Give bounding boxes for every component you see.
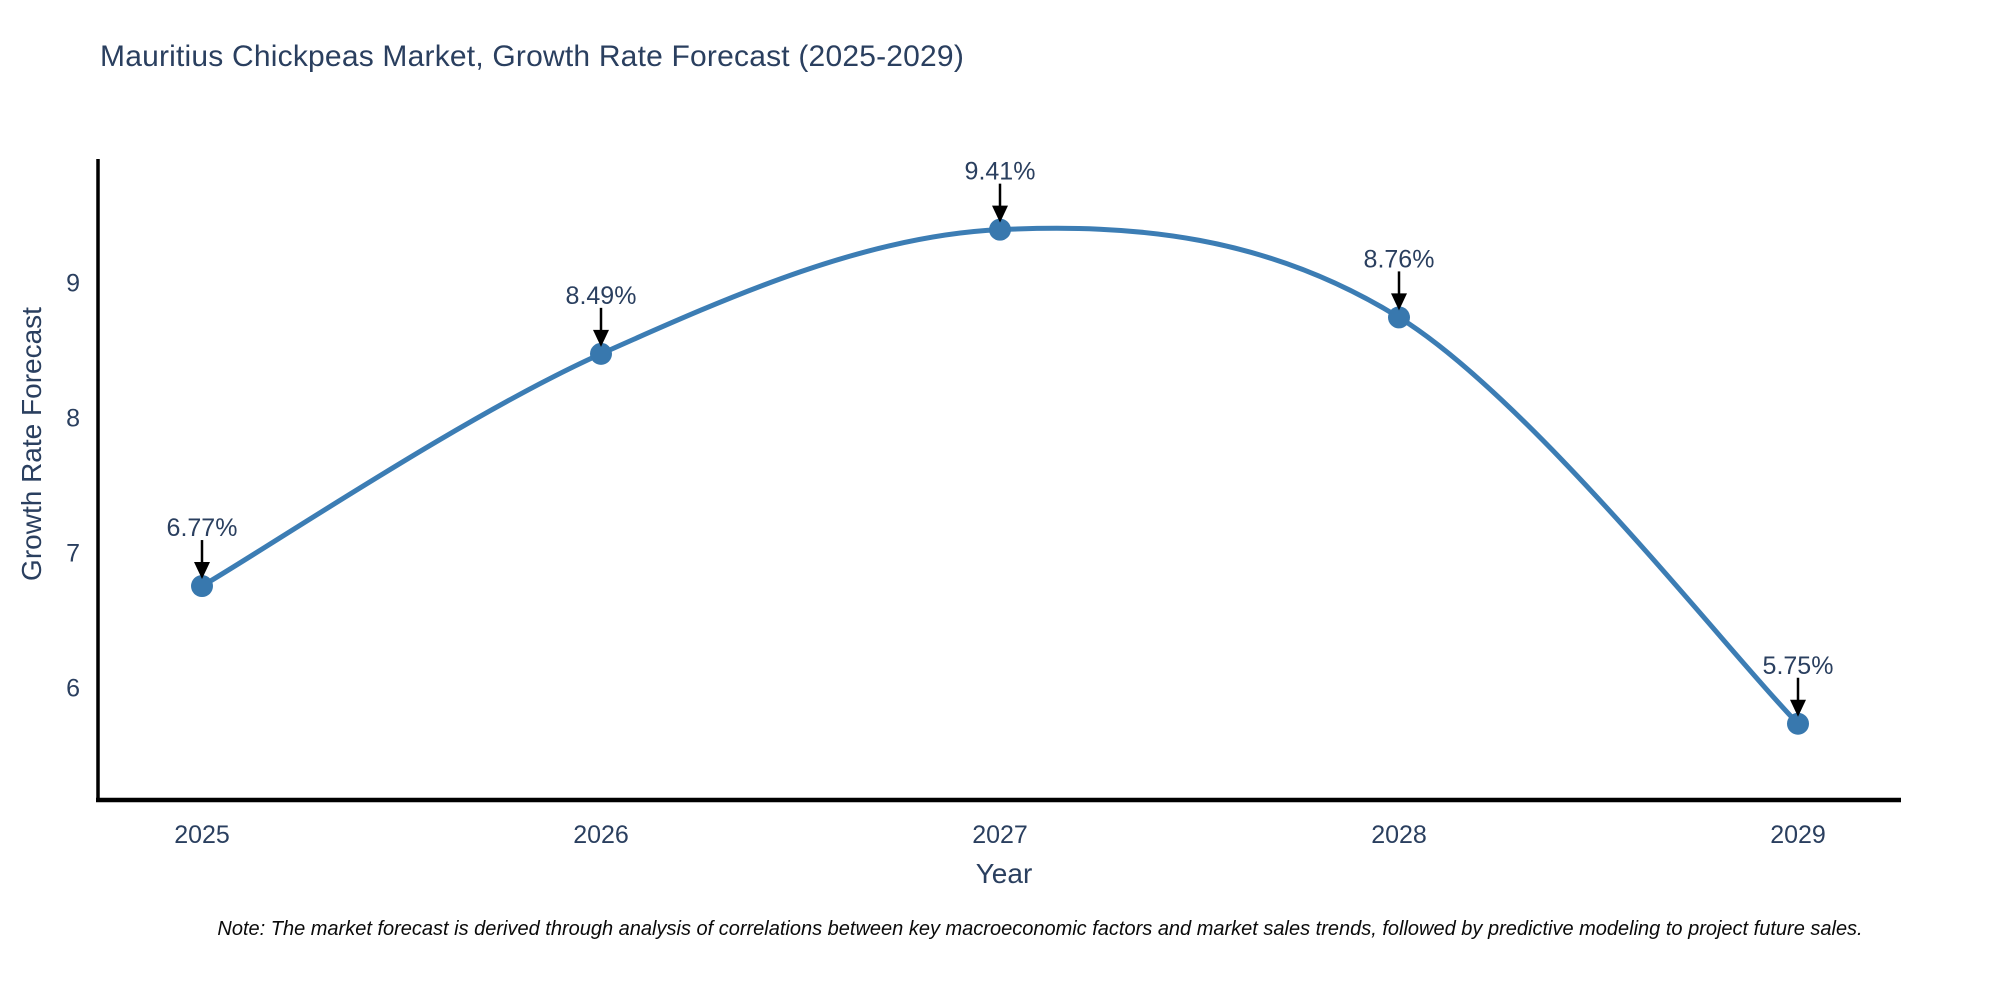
- annotation-label-2028: 8.76%: [1364, 245, 1435, 273]
- y-tick-label-9: 9: [66, 270, 80, 298]
- data-point-marker-2026: [590, 342, 612, 365]
- x-tick-label-2028: 2028: [1371, 821, 1427, 849]
- annotation-label-2029: 5.75%: [1763, 652, 1834, 680]
- data-point-marker-2025: [191, 575, 213, 598]
- annotation-label-2026: 8.49%: [566, 282, 637, 310]
- y-tick-label-7: 7: [66, 540, 80, 568]
- annotation-arrowhead-2027: [992, 205, 1008, 223]
- x-axis-title: Year: [975, 858, 1033, 889]
- data-point-marker-2027: [989, 218, 1011, 241]
- x-tick-label-2026: 2026: [573, 821, 629, 849]
- x-tick-label-2025: 2025: [174, 821, 230, 849]
- x-tick-label-2029: 2029: [1770, 821, 1826, 849]
- data-point-marker-2028: [1388, 306, 1410, 329]
- annotation-label-2025: 6.77%: [167, 514, 238, 542]
- chart-title: Mauritius Chickpeas Market, Growth Rate …: [100, 40, 965, 73]
- footnote: Note: The market forecast is derived thr…: [217, 918, 1863, 940]
- y-tick-label-6: 6: [66, 675, 80, 703]
- annotation-label-2027: 9.41%: [965, 158, 1036, 186]
- annotation-arrowhead-2029: [1790, 699, 1806, 717]
- y-axis-title: Growth Rate Forecast: [16, 307, 47, 581]
- annotation-arrowhead-2026: [593, 329, 609, 347]
- growth-rate-line: [199, 225, 1801, 727]
- x-tick-label-2027: 2027: [972, 821, 1028, 849]
- y-tick-label-8: 8: [66, 405, 80, 433]
- data-point-marker-2029: [1787, 712, 1809, 735]
- annotation-arrowhead-2028: [1391, 293, 1407, 311]
- annotation-arrowhead-2025: [194, 562, 210, 580]
